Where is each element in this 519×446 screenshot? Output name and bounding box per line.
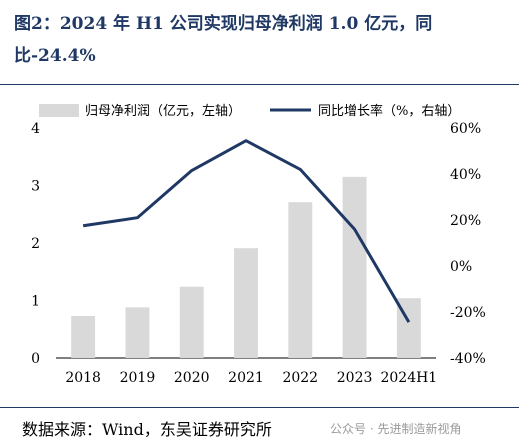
bar-net-profit	[125, 307, 149, 358]
bars	[71, 177, 421, 358]
bar-net-profit	[288, 202, 312, 358]
x-tick-label: 2021	[228, 370, 264, 386]
y-right-tick-label: 0%	[450, 259, 472, 275]
y-left-tick-label: 3	[31, 179, 40, 195]
y-left-tick-label: 2	[31, 236, 40, 252]
bar-net-profit	[180, 287, 204, 358]
source-note: 数据来源：Wind，东吴证券研究所	[22, 416, 272, 440]
bar-net-profit	[71, 316, 95, 358]
x-tick-label: 2022	[282, 370, 318, 386]
y-right-ticks: -40% -20% 0% 20% 40% 60%	[450, 121, 486, 367]
title-bar: 图2：2024 年 H1 公司实现归母净利润 1.0 亿元，同比-24.4%	[0, 0, 519, 85]
source-bar: 数据来源：Wind，东吴证券研究所 公众号 · 先进制造新视角	[0, 407, 519, 446]
bar-net-profit	[234, 248, 258, 358]
legend-bar-label: 归母净利润（亿元，左轴）	[85, 104, 241, 119]
x-tick-label: 2019	[120, 370, 156, 386]
x-tick-label: 2023	[337, 370, 373, 386]
y-right-tick-label: 60%	[450, 121, 481, 137]
x-tick-label: 2020	[174, 370, 210, 386]
y-right-tick-label: 20%	[450, 213, 481, 229]
x-tick-label: 2024H1	[380, 370, 437, 386]
y-right-tick-label: -20%	[450, 305, 486, 321]
y-left-tick-label: 4	[31, 121, 40, 137]
legend-bar-swatch	[39, 104, 79, 117]
y-left-ticks: 0 1 2 3 4	[31, 121, 40, 367]
y-right-tick-label: 40%	[450, 167, 481, 183]
bar-net-profit	[343, 177, 367, 358]
x-tick-label: 2018	[65, 370, 101, 386]
y-right-tick-label: -40%	[450, 351, 486, 367]
legend-line-label: 同比增长率（%，右轴）	[318, 103, 460, 119]
y-left-tick-label: 0	[31, 351, 40, 367]
watermark: 公众号 · 先进制造新视角	[330, 420, 461, 437]
figure-title: 图2：2024 年 H1 公司实现归母净利润 1.0 亿元，同比-24.4%	[14, 8, 510, 72]
x-ticks: 2018 2019 2020 2021 2022 2023 2024H1	[65, 370, 437, 386]
combo-chart: 归母净利润（亿元，左轴） 同比增长率（%，右轴） 0 1 2 3 4 -40% -20% 0…	[0, 90, 519, 402]
legend: 归母净利润（亿元，左轴） 同比增长率（%，右轴）	[39, 103, 460, 119]
y-left-tick-label: 1	[31, 294, 40, 310]
